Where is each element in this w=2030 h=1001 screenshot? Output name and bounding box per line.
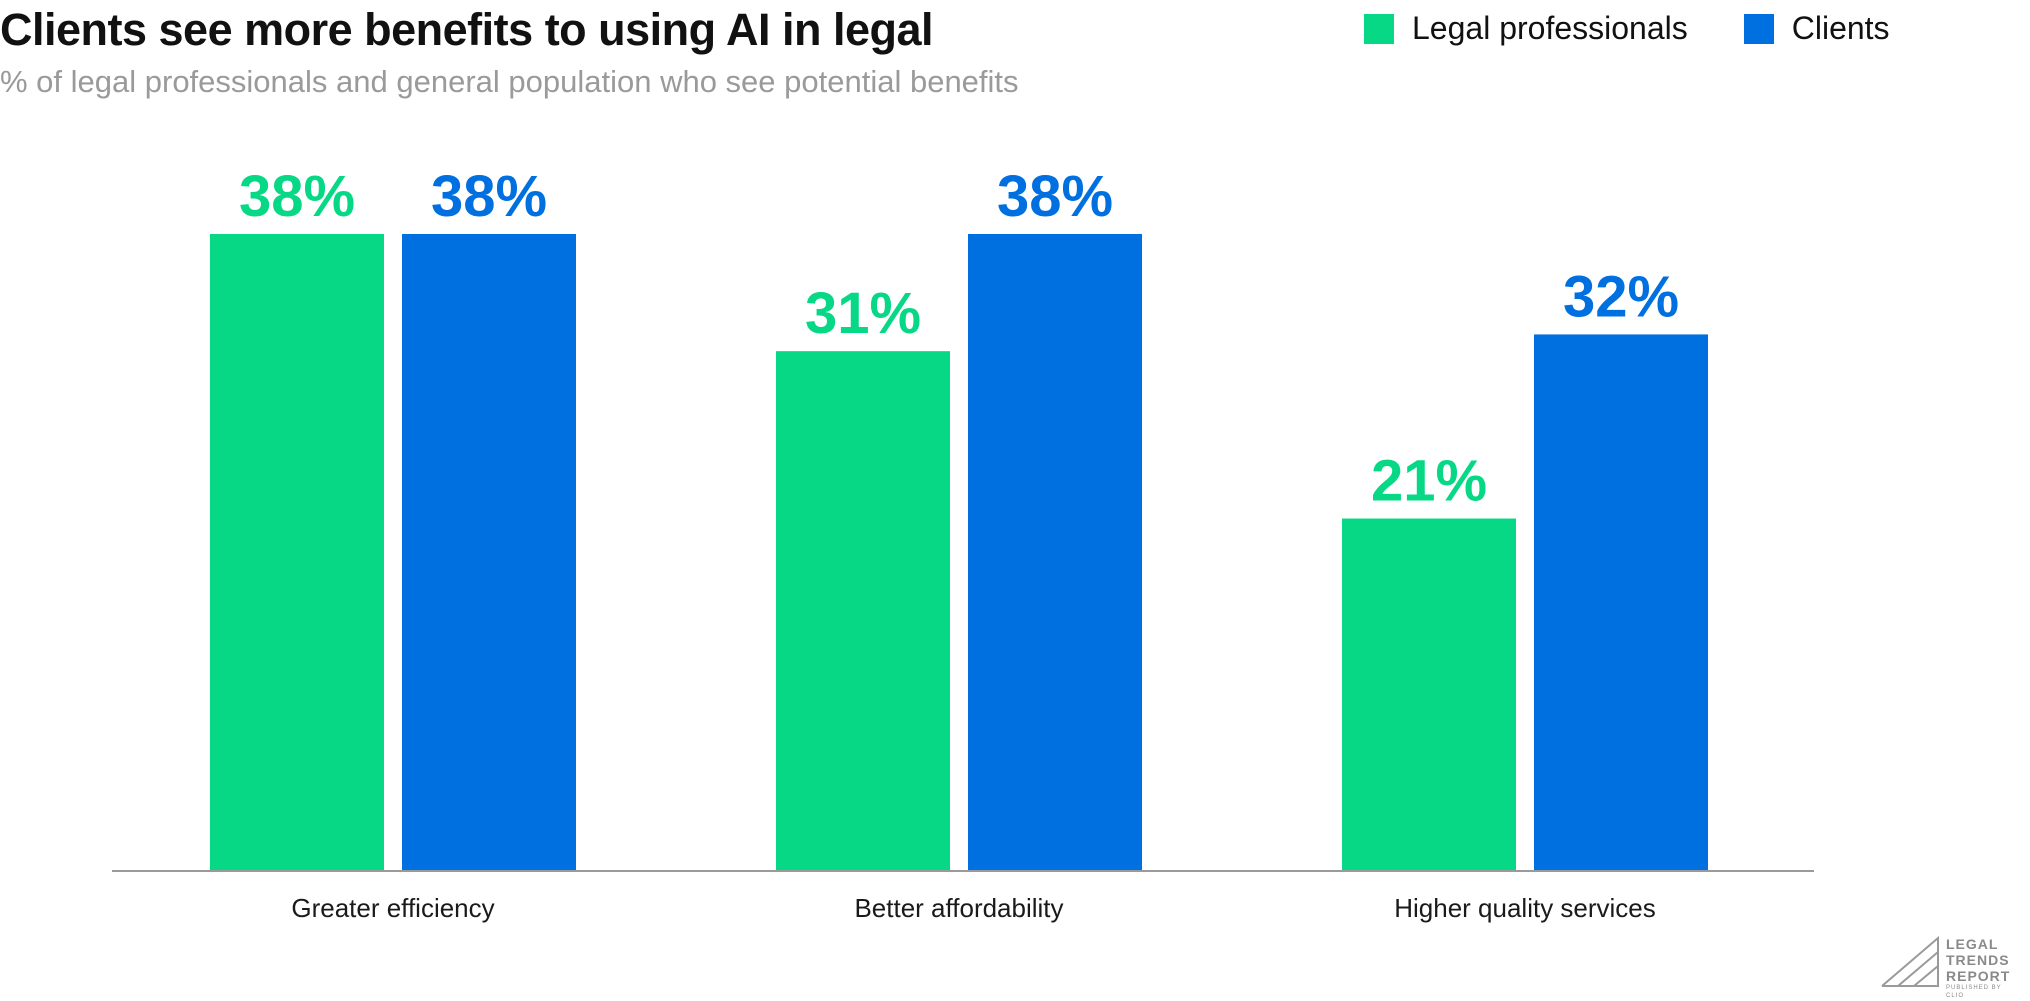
- logo-byline: PUBLISHED BY CLIO: [1946, 985, 2002, 999]
- data-label-clients-1: 38%: [431, 164, 547, 229]
- bar-legal-professionals-1: [210, 234, 384, 870]
- bar-clients-1: [402, 234, 576, 870]
- data-label-legal-professionals-1: 38%: [239, 164, 355, 229]
- category-label-2: Better affordability: [854, 893, 1063, 923]
- chart-title: Clients see more benefits to using AI in…: [0, 4, 934, 55]
- logo-mark-icon: [1881, 935, 1939, 987]
- data-label-legal-professionals-2: 31%: [805, 281, 921, 346]
- logo-line-2: TRENDS: [1946, 952, 2010, 968]
- category-label-1: Greater efficiency: [291, 893, 494, 923]
- legend-item-clients: Clients: [1743, 10, 1890, 47]
- bar-legal-professionals-2: [776, 351, 950, 870]
- legend-label-legal-professionals: Legal professionals: [1412, 10, 1688, 46]
- category-label-3: Higher quality services: [1394, 893, 1656, 923]
- chart-subtitle: % of legal professionals and general pop…: [0, 64, 1019, 99]
- legend-swatch-legal-professionals: [1364, 13, 1394, 44]
- legend: Legal professionals Clients: [1364, 10, 1890, 47]
- bar-clients-2: [968, 234, 1142, 870]
- legend-label-clients: Clients: [1791, 10, 1890, 46]
- legal-trends-report-logo: LEGAL TRENDS REPORT PUBLISHED BY CLIO: [1880, 934, 2020, 1000]
- logo-line-1: LEGAL: [1946, 936, 1999, 952]
- bar-legal-professionals-3: [1342, 518, 1516, 870]
- legend-item-legal-professionals: Legal professionals: [1364, 10, 1688, 47]
- data-label-clients-3: 32%: [1563, 264, 1679, 329]
- data-label-clients-2: 38%: [997, 164, 1113, 229]
- logo-text: LEGAL TRENDS REPORT PUBLISHED BY CLIO: [1946, 936, 2020, 1000]
- bar-clients-3: [1534, 334, 1708, 871]
- data-label-legal-professionals-3: 21%: [1371, 449, 1487, 514]
- legend-swatch-clients: [1743, 13, 1774, 44]
- logo-line-3: REPORT: [1946, 968, 2011, 984]
